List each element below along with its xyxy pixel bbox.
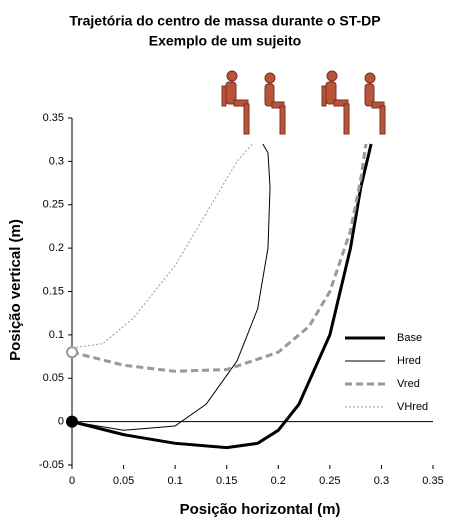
x-tick-label: 0.15 <box>216 475 237 487</box>
y-axis-label: Posição vertical (m) <box>7 219 24 361</box>
y-tick-label: 0.25 <box>43 199 64 211</box>
y-tick-label: -0.05 <box>39 459 64 471</box>
x-tick-label: 0.05 <box>113 475 134 487</box>
series-line <box>71 143 373 450</box>
chart-subtitle: Exemplo de um sujeito <box>149 33 301 49</box>
legend-label: VHred <box>397 401 428 413</box>
start-marker <box>66 415 78 428</box>
x-tick-label: 0.35 <box>422 475 443 487</box>
x-axis-label: Posição horizontal (m) <box>180 501 341 518</box>
series-line <box>71 143 271 431</box>
x-tick-label: 0.25 <box>319 475 340 487</box>
y-tick-label: 0.2 <box>49 242 64 254</box>
y-tick-label: 0.3 <box>49 155 64 167</box>
y-tick-label: 0 <box>58 416 64 428</box>
figures <box>221 70 386 135</box>
y-tick-label: 0.35 <box>43 112 64 124</box>
y-tick-label: 0.1 <box>49 329 64 341</box>
start-marker <box>66 346 78 359</box>
x-tick-label: 0 <box>69 475 75 487</box>
legend-label: Vred <box>397 378 420 390</box>
legend-label: Base <box>397 332 422 344</box>
x-tick-label: 0.1 <box>167 475 182 487</box>
x-tick-label: 0.3 <box>374 475 389 487</box>
series-line <box>71 143 368 373</box>
x-tick-label: 0.2 <box>271 475 286 487</box>
chart-title: Trajetória do centro de massa durante o … <box>69 13 380 29</box>
series-line <box>71 143 253 349</box>
y-tick-label: 0.05 <box>43 372 64 384</box>
legend-label: Hred <box>397 355 421 367</box>
y-tick-label: 0.15 <box>43 285 64 297</box>
